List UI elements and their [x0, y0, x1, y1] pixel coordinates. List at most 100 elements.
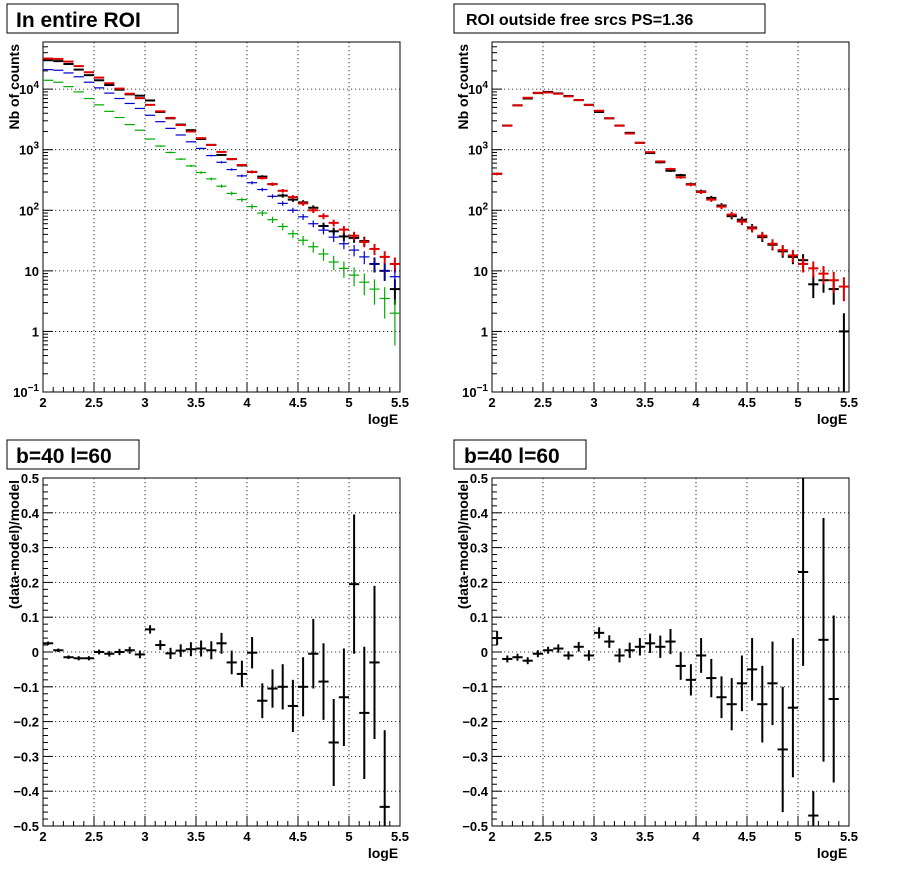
chart-panel-2: 2 2.5 3 3.5 4 4.5 5 5.5 10−1 1 10 102 103 104 logE Nb o…: [453, 3, 858, 427]
data-point: [696, 638, 707, 673]
series-residuals: [43, 514, 390, 826]
data-point: [83, 656, 94, 661]
x-tick-label: 2: [488, 395, 495, 410]
y-tick-label: 1: [32, 324, 39, 339]
data-point: [818, 266, 829, 285]
x-tick-label: 3.5: [636, 829, 654, 844]
data-point: [318, 226, 329, 235]
chart-panel-4: 2 2.5 3 3.5 4 4.5 5 5.5 −0.5 −0.4 −0.3 −0.2 −0.1 0 0.1…: [453, 439, 858, 861]
series-3: [43, 69, 400, 289]
data-point: [818, 518, 829, 762]
x-axis-title: logE: [817, 411, 847, 427]
data-point: [206, 154, 217, 157]
x-tick-label: 2: [488, 829, 495, 844]
data-point: [349, 267, 360, 287]
y-tick-label: 10: [25, 264, 39, 279]
data-point: [185, 164, 196, 168]
y-tick-label: −0.3: [13, 749, 39, 764]
data-point: [338, 239, 349, 250]
data-point: [175, 158, 186, 161]
data-point: [573, 641, 584, 652]
data-point: [777, 245, 788, 257]
data-point: [604, 635, 615, 648]
data-point: [216, 632, 227, 654]
data-point: [349, 514, 360, 654]
data-point: [379, 263, 390, 281]
x-tick-label: 3.5: [187, 829, 205, 844]
data-point: [155, 145, 166, 147]
data-point: [389, 299, 400, 346]
data-point: [43, 641, 54, 646]
panel-title: In entire ROI: [16, 9, 141, 32]
data-point: [277, 664, 288, 710]
x-tick-label: 5.5: [391, 395, 409, 410]
data-point: [583, 650, 594, 661]
data-point: [767, 641, 778, 726]
data-point: [247, 181, 258, 185]
x-tick-label: 4.5: [289, 829, 307, 844]
data-point: [308, 207, 319, 214]
data-point: [787, 249, 798, 263]
data-point: [216, 150, 227, 153]
y-tick-label: 103: [468, 141, 488, 158]
panel-title-box: [453, 439, 587, 470]
data-point: [216, 153, 227, 156]
x-tick-label: 4: [692, 395, 700, 410]
y-tick-label: 0: [32, 645, 39, 660]
data-point: [736, 218, 747, 226]
x-tick-label: 5.5: [391, 829, 409, 844]
data-point: [359, 237, 370, 248]
data-point: [216, 161, 227, 164]
data-point: [287, 229, 298, 239]
y-axis-title: Nb of counts: [455, 44, 471, 130]
data-point: [369, 257, 380, 273]
data-point: [338, 648, 349, 746]
data-point: [614, 648, 625, 663]
data-point: [206, 641, 217, 660]
data-point: [798, 257, 809, 273]
panel-title: b=40 l=60: [464, 445, 560, 468]
data-point: [216, 184, 227, 188]
data-point: [277, 201, 288, 206]
data-point: [624, 642, 635, 658]
data-point: [145, 625, 156, 634]
data-point: [838, 277, 849, 302]
y-tick-label: 0.3: [470, 541, 488, 556]
y-tick-label: 0.5: [470, 471, 488, 486]
series-residuals: [492, 478, 839, 826]
x-tick-label: 5: [345, 395, 352, 410]
data-point: [196, 171, 207, 174]
data-point: [594, 627, 605, 639]
panel-title: b=40 l=60: [16, 445, 112, 468]
data-point: [287, 195, 298, 200]
y-tick-label: 1: [481, 324, 488, 339]
y-tick-label: 10−1: [13, 383, 39, 400]
y-tick-label: −0.3: [462, 749, 488, 764]
y-tick-label: 10−1: [462, 383, 488, 400]
x-tick-label: 2.5: [534, 395, 552, 410]
data-point: [185, 642, 196, 657]
data-point: [359, 273, 370, 296]
data-point: [236, 660, 247, 688]
data-point: [277, 223, 288, 231]
data-point: [196, 640, 207, 657]
data-point: [787, 638, 798, 778]
y-axis-title: Nb of counts: [6, 44, 22, 130]
y-tick-label: 0.5: [21, 471, 39, 486]
data-point: [379, 287, 390, 319]
chart-panel-3: 2 2.5 3 3.5 4 4.5 5 5.5 −0.5 −0.4 −0.3 −0.2 −0.1 0 0.1…: [6, 439, 409, 861]
data-point: [808, 261, 819, 278]
data-point: [328, 219, 339, 227]
data-point: [328, 233, 339, 242]
data-point: [767, 239, 778, 250]
x-tick-label: 2: [39, 829, 46, 844]
data-point: [298, 201, 309, 206]
plot-frame: [491, 41, 850, 393]
data-point: [349, 231, 360, 241]
data-point: [828, 271, 839, 293]
data-point: [318, 213, 329, 220]
y-tick-label: 0.3: [21, 541, 39, 556]
data-point: [287, 207, 298, 214]
data-point: [685, 664, 696, 696]
x-tick-label: 3: [590, 829, 597, 844]
